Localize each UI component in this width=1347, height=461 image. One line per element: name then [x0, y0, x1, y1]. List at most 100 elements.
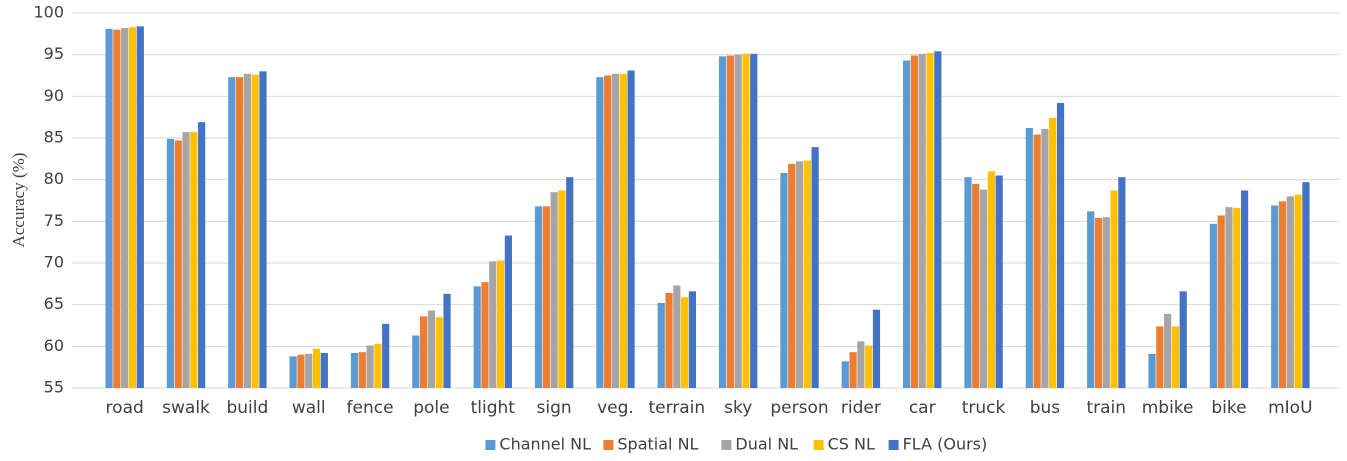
x-tick-label: bus [1030, 398, 1061, 418]
x-tick-label: road [106, 398, 144, 418]
bar [190, 132, 198, 388]
bar [320, 353, 328, 388]
bar [1087, 211, 1095, 388]
bar [611, 73, 620, 388]
x-tick-label: mIoU [1268, 398, 1312, 418]
bar [128, 27, 137, 389]
y-tick-label: 70 [44, 253, 64, 272]
x-tick-label: wall [292, 398, 326, 418]
bar [443, 293, 451, 388]
bar [251, 74, 259, 389]
y-tick-label: 85 [44, 128, 64, 147]
x-tick-label: car [909, 398, 936, 418]
bar [259, 71, 267, 388]
bar [1286, 196, 1294, 388]
bar [918, 53, 926, 388]
x-tick-label: build [226, 398, 268, 418]
y-tick-label: 80 [44, 169, 64, 188]
bar [1156, 326, 1164, 388]
bar [243, 73, 251, 388]
bar [136, 26, 144, 388]
bar [496, 260, 505, 388]
bar [105, 28, 113, 388]
x-tick-label: pole [413, 398, 449, 418]
bar [382, 323, 390, 388]
bar [489, 261, 497, 388]
bar [235, 77, 244, 389]
bar [972, 183, 980, 388]
bar [995, 175, 1003, 388]
x-tick-label: tlight [471, 398, 516, 418]
x-tick-label: swalk [162, 398, 210, 418]
bar [358, 352, 366, 388]
bar [550, 192, 558, 388]
legend-label: Dual NL [735, 435, 798, 454]
bar [811, 147, 819, 388]
bar [312, 348, 321, 388]
legend-swatch [485, 440, 496, 450]
bar [1094, 218, 1103, 388]
bar [627, 70, 635, 388]
bar [182, 132, 190, 388]
bar [1049, 118, 1057, 388]
bar [1179, 291, 1187, 388]
bar [1033, 134, 1041, 388]
bar [366, 345, 374, 388]
x-tick-label: veg. [597, 398, 634, 418]
bar [473, 286, 481, 388]
legend-label: Channel NL [499, 435, 591, 454]
bar [198, 122, 206, 389]
legend-swatch [813, 440, 824, 450]
x-tick-label: fence [347, 398, 394, 418]
bar [1302, 182, 1310, 388]
bar [1240, 190, 1249, 388]
legend-label: CS NL [828, 435, 875, 454]
bar [1294, 194, 1302, 388]
x-tick-label: train [1086, 398, 1126, 418]
y-tick-label: 95 [44, 44, 64, 63]
bar [1271, 205, 1279, 388]
bar [742, 53, 750, 388]
x-tick-label: rider [841, 398, 881, 418]
bar [504, 235, 512, 388]
bar [681, 297, 689, 388]
bar [427, 310, 436, 388]
y-axis-label: Accuracy (%) [9, 153, 28, 248]
bar [534, 206, 543, 388]
bar [412, 335, 420, 388]
legend-label: FLA (Ours) [903, 435, 988, 454]
bar [903, 60, 911, 388]
bar [750, 53, 758, 388]
bar [374, 343, 382, 388]
bar [1118, 177, 1126, 388]
bar [1102, 217, 1110, 388]
bar [435, 317, 443, 388]
bar [113, 29, 121, 389]
bar [542, 206, 550, 388]
bar [1209, 223, 1217, 388]
y-tick-label: 65 [44, 294, 64, 313]
bar [1278, 201, 1287, 388]
bar [558, 190, 566, 388]
legend-label: Spatial NL [617, 435, 698, 454]
bar [604, 75, 612, 388]
y-tick-label: 60 [44, 336, 64, 355]
y-tick-label: 55 [44, 378, 64, 397]
bar [803, 160, 811, 388]
bar [934, 51, 942, 388]
bar [289, 356, 297, 388]
x-tick-label: sign [537, 398, 572, 418]
bar [420, 316, 428, 388]
bar [481, 282, 489, 388]
x-tick-label: terrain [648, 398, 705, 418]
x-tick-label: person [770, 398, 828, 418]
bar [1056, 103, 1065, 388]
bar [1171, 326, 1180, 388]
bar [566, 177, 574, 388]
x-tick-label: sky [724, 398, 752, 418]
bar [857, 341, 865, 388]
x-tick-label: bike [1211, 398, 1246, 418]
y-tick-label: 90 [44, 86, 64, 105]
bar [718, 56, 727, 388]
